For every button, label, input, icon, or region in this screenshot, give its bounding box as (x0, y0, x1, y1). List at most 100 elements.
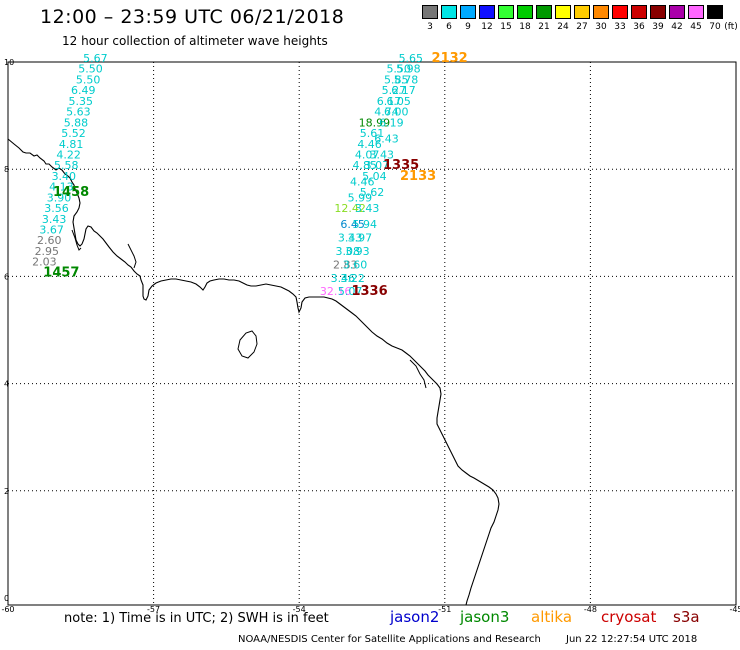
scale-swatch (498, 5, 514, 19)
wave-height-value: 4.74 (374, 106, 399, 119)
x-tick-label: -57 (147, 605, 160, 614)
scale-label: 42 (671, 22, 683, 32)
wave-height-value: 6.05 (386, 95, 411, 108)
wave-height-value: 12.42 (334, 202, 366, 215)
wave-height-value: 18.99 (359, 116, 391, 129)
map-frame (7, 61, 737, 606)
wave-height-value: 5.78 (394, 73, 419, 86)
scale-swatch (441, 5, 457, 19)
scale-label: 27 (576, 22, 588, 32)
wave-height-value: 5.07 (338, 285, 363, 298)
wave-height-value: 5.63 (66, 106, 91, 119)
wave-height-value: 6.00 (384, 106, 409, 119)
x-tick-label: -48 (584, 605, 597, 614)
wave-height-value: 6.43 (374, 132, 399, 145)
map-title: 12:00 – 23:59 UTC 06/21/2018 (40, 6, 345, 28)
island-devils (237, 330, 258, 359)
wave-height-value: 5.04 (362, 170, 387, 183)
y-tick-label: 6 (4, 272, 9, 281)
wave-height-values: 5.675.505.506.495.355.635.885.524.814.22… (32, 52, 423, 298)
wave-height-value: 2.60 (37, 234, 62, 247)
pass-time-label: 1458 (53, 185, 89, 200)
scale-label: 24 (557, 22, 569, 32)
scale-swatch (631, 5, 647, 19)
y-tick-label: 0 (4, 594, 9, 603)
wave-height-value: 6.45 (340, 218, 365, 231)
satellite-legend-item: cryosat (601, 608, 657, 626)
scale-swatch (517, 5, 533, 19)
wave-height-value: 4.46 (357, 138, 382, 151)
wave-height-value: 5.88 (64, 116, 89, 129)
scale-swatch (422, 5, 438, 19)
satellite-legend-item: altika (531, 608, 573, 626)
y-tick-label: 2 (4, 487, 9, 496)
wave-height-value: 3.67 (39, 224, 64, 237)
wave-height-value: 6.19 (379, 116, 404, 129)
wave-height-value: 4.13 (49, 181, 74, 194)
coastline-inlet-3 (409, 359, 427, 389)
x-tick-label: -60 (1, 605, 14, 614)
wave-height-value: 4.46 (350, 175, 375, 188)
wave-height-value: 5.35 (69, 95, 94, 108)
wave-height-value: 5.52 (61, 127, 86, 140)
wave-height-value: 3.07 (365, 159, 390, 172)
wave-height-value: 5.50 (76, 73, 101, 86)
pass-time-label: 1336 (351, 284, 387, 299)
wave-height-value: 2.95 (35, 245, 60, 258)
coastline-south-america (7, 138, 500, 606)
wave-height-value: 4.07 (355, 148, 380, 161)
satellite-legend-item: jason3 (460, 608, 510, 626)
scale-swatch (612, 5, 628, 19)
scale-swatch (574, 5, 590, 19)
scale-swatch (593, 5, 609, 19)
coastline (7, 138, 500, 606)
scale-label: 33 (614, 22, 626, 32)
scale-label: 15 (500, 22, 512, 32)
credit-line: NOAA/NESDIS Center for Satellite Applica… (238, 634, 541, 645)
wave-height-value: 4.85 (352, 159, 377, 172)
wave-height-value: 4.81 (59, 138, 84, 151)
wave-height-value: 5.50 (78, 63, 103, 76)
wave-height-value: 3.43 (338, 232, 363, 245)
wave-height-value: 3.22 (340, 272, 365, 285)
footer-note: note: 1) Time is in UTC; 2) SWH is in fe… (64, 611, 329, 626)
x-tick-label: -54 (293, 605, 306, 614)
wave-height-value: 3.60 (343, 258, 368, 271)
wave-height-value: 3.46 (331, 272, 356, 285)
wave-height-value: 5.61 (360, 127, 385, 140)
wave-height-value: 2.03 (32, 256, 57, 269)
wave-height-value: 5.50 (386, 63, 411, 76)
wave-height-value: 2.83 (333, 258, 358, 271)
pass-time-label: 2132 (432, 51, 468, 66)
scale-label: 21 (538, 22, 550, 32)
pass-time-label: 1457 (43, 265, 79, 280)
wave-height-value: 3.40 (52, 170, 77, 183)
wave-height-value: 3.90 (47, 191, 72, 204)
scale-swatch (536, 5, 552, 19)
pass-time-label: 1335 (383, 158, 419, 173)
wave-height-value: 3.43 (369, 148, 394, 161)
wave-height-value: 5.99 (348, 191, 373, 204)
scale-label: 39 (652, 22, 664, 32)
scale-swatch (650, 5, 666, 19)
wave-height-value: 5.27 (382, 84, 407, 97)
wave-height-value: 3.93 (345, 245, 370, 258)
scale-swatch (460, 5, 476, 19)
satellite-legend-item: s3a (673, 608, 700, 626)
scale-label: 18 (519, 22, 531, 32)
scale-label: 70 (709, 22, 721, 32)
coastline-inlet-2 (127, 243, 137, 269)
axis-labels: -60 -57 -54 -51 -48 -45 0 2 4 6 8 10 (1, 58, 740, 614)
wave-height-value: 3.56 (44, 202, 69, 215)
wave-height-value: 4.22 (56, 148, 81, 161)
scale-swatch (669, 5, 685, 19)
y-tick-label: 4 (4, 380, 9, 389)
wave-height-value: 32.16 (320, 285, 352, 298)
pass-time-label: 2133 (400, 169, 436, 184)
wave-height-value: 3.08 (335, 245, 360, 258)
wave-height-value: 5.85 (384, 73, 409, 86)
scale-swatch (555, 5, 571, 19)
x-tick-label: -51 (438, 605, 451, 614)
